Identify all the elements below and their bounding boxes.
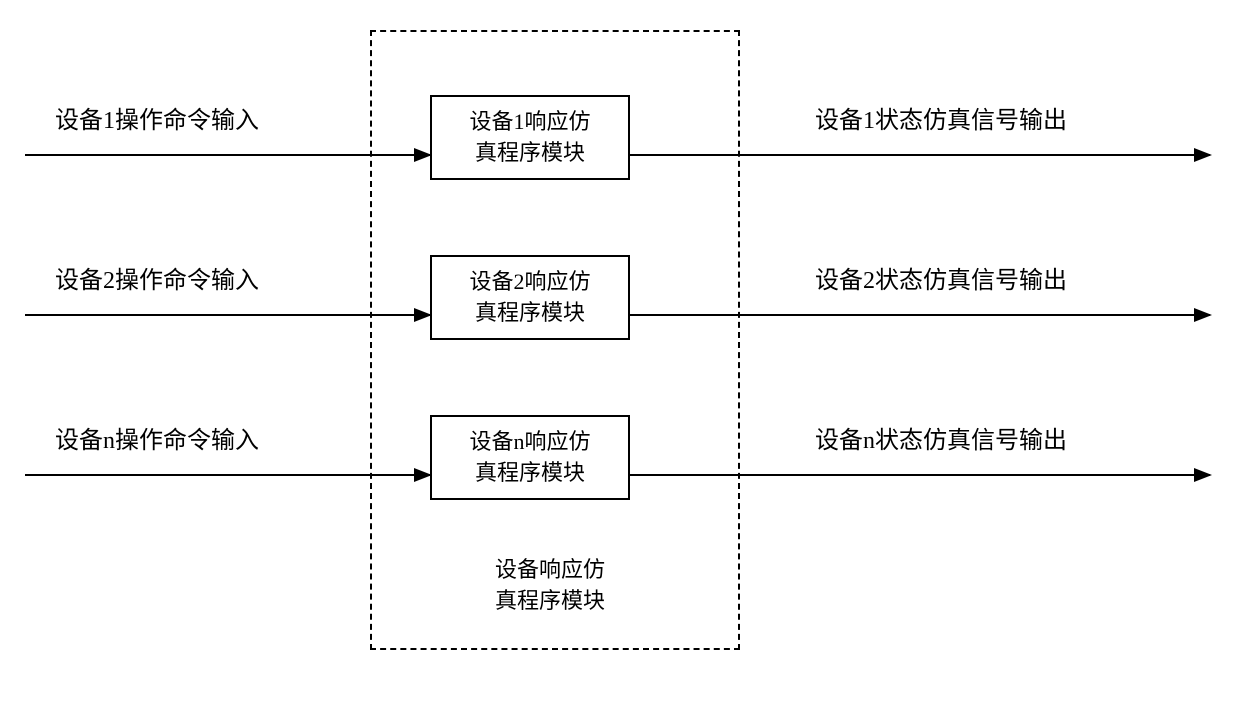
module-text-n: 设备n响应仿 真程序模块 — [469, 427, 590, 489]
modulen-line2: 真程序模块 — [475, 460, 585, 485]
input-label-2: 设备2操作命令输入 — [55, 260, 259, 295]
module-box-2: 设备2响应仿 真程序模块 — [430, 255, 630, 340]
module-text-2: 设备2响应仿 真程序模块 — [469, 267, 590, 329]
module1-line2: 真程序模块 — [475, 140, 585, 165]
container-label-line1: 设备响应仿 — [495, 557, 605, 582]
diagram-root: 设备1响应仿 真程序模块 设备1操作命令输入 设备1状态仿真信号输出 设备2响应… — [0, 0, 1240, 706]
input-label-1: 设备1操作命令输入 — [55, 100, 259, 135]
container-label: 设备响应仿 真程序模块 — [495, 555, 605, 617]
output-label-1: 设备1状态仿真信号输出 — [815, 100, 1067, 135]
module1-line1: 设备1响应仿 — [469, 109, 590, 134]
module-box-n: 设备n响应仿 真程序模块 — [430, 415, 630, 500]
container-label-line2: 真程序模块 — [495, 588, 605, 613]
output-label-n: 设备n状态仿真信号输出 — [815, 420, 1067, 455]
module2-line1: 设备2响应仿 — [469, 269, 590, 294]
module-text-1: 设备1响应仿 真程序模块 — [469, 107, 590, 169]
output-label-2: 设备2状态仿真信号输出 — [815, 260, 1067, 295]
modulen-line1: 设备n响应仿 — [469, 429, 590, 454]
input-label-n: 设备n操作命令输入 — [55, 420, 259, 455]
module2-line2: 真程序模块 — [475, 300, 585, 325]
module-box-1: 设备1响应仿 真程序模块 — [430, 95, 630, 180]
